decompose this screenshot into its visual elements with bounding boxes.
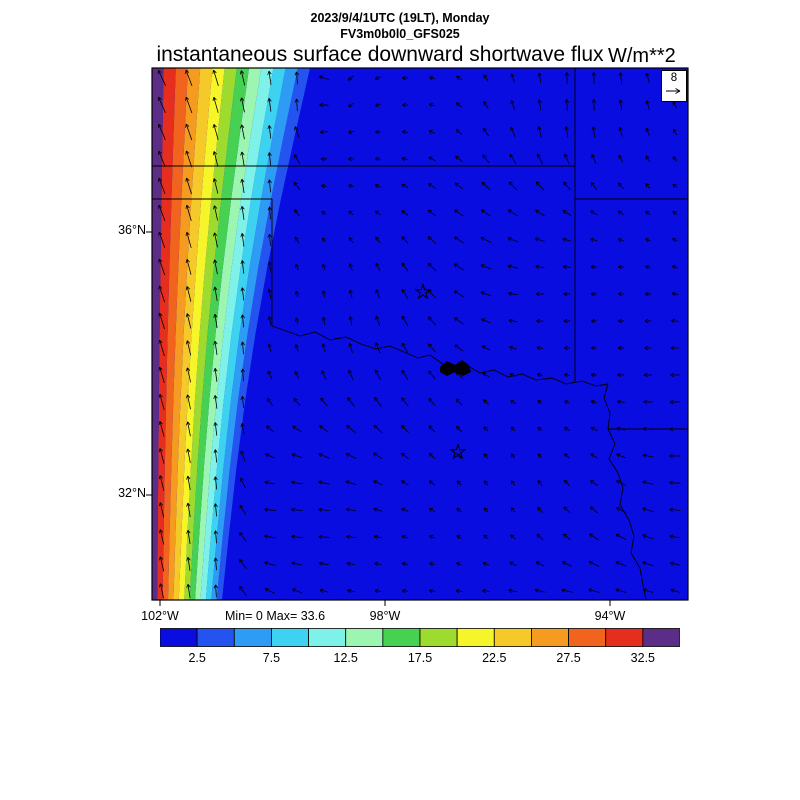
colorbar-tick-label: 22.5 [482, 651, 507, 665]
colorbar-tick-label: 27.5 [556, 651, 581, 665]
border-texas-louisiana-sabine [607, 428, 647, 601]
colorbar-segment [642, 628, 680, 647]
colorbar-segment [456, 628, 495, 647]
colorbar-segment [493, 628, 532, 647]
plot-title: instantaneous surface downward shortwave… [156, 43, 604, 66]
colorbar-tick-label: 12.5 [333, 651, 358, 665]
colorbar-segment [271, 628, 309, 647]
lon-tick-label: 98°W [369, 609, 401, 623]
colorbar-segment [160, 628, 198, 647]
wind-quiver [157, 69, 681, 599]
colorbar-segment [382, 628, 421, 647]
lon-tick-label: 94°W [594, 609, 626, 623]
colorbar-segment [568, 628, 607, 647]
star-oklahoma-city [414, 282, 432, 300]
lat-tick-label: 32°N [118, 486, 146, 500]
minmax-stats: Min= 0 Max= 33.6 [225, 609, 326, 623]
model-name-header: FV3m0b0l0_GFS025 [340, 27, 460, 41]
flux-bands [152, 68, 310, 600]
colorbar-tick-label: 2.5 [188, 651, 206, 665]
colorbar-segment [419, 628, 458, 647]
colorbar [160, 628, 680, 647]
colorbar-segment [345, 628, 384, 647]
colorbar-segment [605, 628, 644, 647]
units-label: W/m**2 [608, 45, 676, 67]
reference-vector-value: 8 [670, 72, 678, 84]
lon-tick-label: 102°W [141, 609, 179, 623]
star-dallas [449, 442, 467, 460]
colorbar-segment [531, 628, 569, 647]
colorbar-tick-label: 17.5 [407, 651, 433, 665]
colorbar-tick-label: 32.5 [630, 651, 656, 665]
flux-map [146, 67, 689, 606]
lat-tick-label: 36°N [118, 223, 146, 237]
map-panel: 8 [146, 67, 689, 606]
colorbar-segment [233, 628, 272, 647]
colorbar-segment [308, 628, 347, 647]
lake-marker [440, 360, 471, 376]
colorbar-segment [196, 628, 235, 647]
reference-vector-box: 8 [661, 70, 687, 102]
map-frame [151, 67, 689, 601]
valid-time-header: 2023/9/4/1UTC (19LT), Monday [310, 11, 490, 25]
border-arkansas-texas [603, 383, 611, 430]
reference-arrow-icon [666, 88, 681, 94]
colorbar-tick-label: 7.5 [262, 651, 281, 665]
